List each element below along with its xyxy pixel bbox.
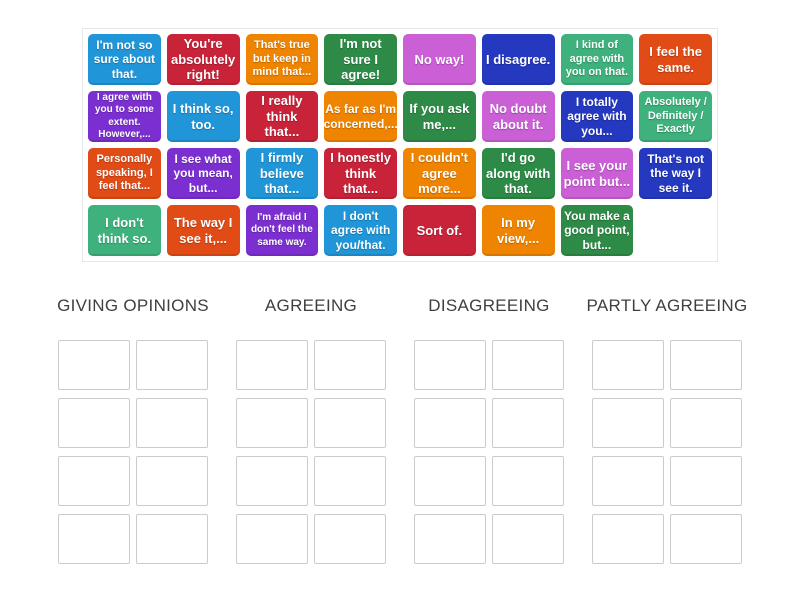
drop-slot[interactable] — [58, 514, 130, 564]
drop-slot[interactable] — [592, 340, 664, 390]
word-tile[interactable]: I firmly believe that... — [245, 148, 319, 199]
category-title: AGREEING — [264, 296, 358, 315]
drop-slot[interactable] — [314, 340, 386, 390]
drop-slot[interactable] — [414, 340, 486, 390]
drop-slot-grid — [58, 340, 208, 564]
drop-slot[interactable] — [670, 340, 742, 390]
drop-slot[interactable] — [314, 514, 386, 564]
word-tile[interactable]: Sort of. — [403, 205, 476, 256]
drop-slot[interactable] — [492, 514, 564, 564]
word-tile[interactable]: In my view,... — [481, 205, 555, 256]
word-tile[interactable]: I see your point but... — [560, 148, 634, 199]
drop-slot[interactable] — [492, 398, 564, 448]
word-tile[interactable]: I kind of agree with you on that. — [560, 34, 634, 85]
word-tile[interactable]: I'd go along with that. — [481, 148, 555, 199]
word-tile[interactable]: I'm not so sure about that. — [88, 34, 161, 85]
drop-slot[interactable] — [58, 456, 130, 506]
drop-slot[interactable] — [492, 456, 564, 506]
word-tile[interactable]: The way I see it,... — [166, 205, 240, 256]
word-tile[interactable]: I'm not sure I agree! — [324, 34, 397, 85]
word-tile[interactable]: If you ask me,... — [403, 91, 476, 142]
drop-slot-grid — [414, 340, 564, 564]
category-group-partly-agreeing: PARTLY AGREEING — [586, 296, 747, 564]
category-columns: GIVING OPINIONS AGREEING DISAGREEING PARTLY… — [57, 296, 747, 564]
drop-slot[interactable] — [670, 398, 742, 448]
drop-slot[interactable] — [236, 456, 308, 506]
drop-slot[interactable] — [414, 456, 486, 506]
word-tile[interactable]: I couldn't agree more... — [403, 148, 476, 199]
word-tile[interactable]: Absolutely / Definitely / Exactly — [639, 91, 712, 142]
drop-slot[interactable] — [136, 456, 208, 506]
word-tile[interactable]: I really think that... — [245, 91, 319, 142]
drop-slot[interactable] — [670, 514, 742, 564]
tile-board: I'm not so sure about that. You're absolu… — [82, 28, 718, 262]
word-tile[interactable]: No way! — [403, 34, 476, 85]
drop-slot[interactable] — [136, 514, 208, 564]
word-tile[interactable]: I totally agree with you... — [560, 91, 634, 142]
category-title: GIVING OPINIONS — [57, 296, 209, 315]
word-tile[interactable]: You make a good point, but... — [560, 205, 634, 256]
drop-slot[interactable] — [592, 514, 664, 564]
drop-slot[interactable] — [136, 340, 208, 390]
word-tile[interactable]: I honestly think that... — [324, 148, 397, 199]
drop-slot[interactable] — [58, 398, 130, 448]
word-tile[interactable]: I disagree. — [481, 34, 555, 85]
word-tile[interactable]: As far as I'm concerned,... — [324, 91, 397, 142]
word-tile[interactable]: That's true but keep in mind that... — [245, 34, 319, 85]
drop-slot[interactable] — [670, 456, 742, 506]
drop-slot[interactable] — [492, 340, 564, 390]
word-tile[interactable]: I feel the same. — [639, 34, 712, 85]
category-group-giving-opinions: GIVING OPINIONS — [57, 296, 209, 564]
word-tile[interactable]: No doubt about it. — [481, 91, 555, 142]
word-tile[interactable]: I don't think so. — [88, 205, 161, 256]
drop-slot-grid — [236, 340, 386, 564]
drop-slot[interactable] — [236, 398, 308, 448]
drop-slot-grid — [592, 340, 742, 564]
word-tile[interactable]: I agree with you to some extent. However… — [88, 91, 161, 142]
word-tile[interactable]: You're absolutely right! — [166, 34, 240, 85]
word-tile[interactable]: That's not the way I see it. — [639, 148, 712, 199]
drop-slot[interactable] — [592, 456, 664, 506]
category-title: DISAGREEING — [428, 296, 550, 315]
drop-slot[interactable] — [58, 340, 130, 390]
word-tile[interactable]: I'm afraid I don't feel the same way. — [245, 205, 319, 256]
drop-slot[interactable] — [414, 514, 486, 564]
word-tile[interactable]: I think so, too. — [166, 91, 240, 142]
drop-slot[interactable] — [136, 398, 208, 448]
drop-slot[interactable] — [236, 514, 308, 564]
drop-slot[interactable] — [414, 398, 486, 448]
category-group-disagreeing: DISAGREEING — [413, 296, 565, 564]
drop-slot[interactable] — [592, 398, 664, 448]
drop-slot[interactable] — [314, 456, 386, 506]
word-tile[interactable]: I see what you mean, but... — [166, 148, 240, 199]
word-tile[interactable]: Personally speaking, I feel that... — [88, 148, 161, 199]
word-tile[interactable]: I don't agree with you/that. — [324, 205, 397, 256]
category-group-agreeing: AGREEING — [235, 296, 387, 564]
drop-slot[interactable] — [236, 340, 308, 390]
drop-slot[interactable] — [314, 398, 386, 448]
category-title: PARTLY AGREEING — [586, 296, 748, 315]
